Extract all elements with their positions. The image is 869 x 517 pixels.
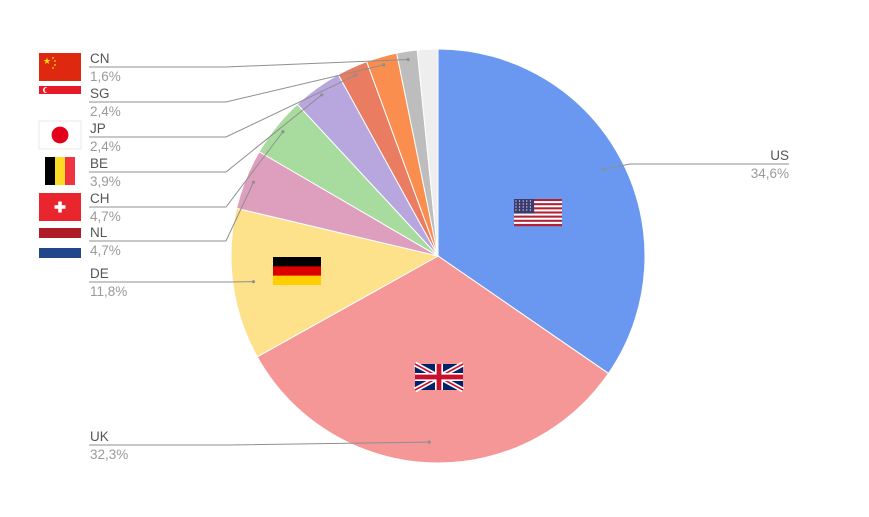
label-nl-name: NL [90, 225, 108, 240]
leader-line-ch [89, 131, 284, 208]
leader-dot-us [601, 167, 605, 171]
label-sg-pct: 2,4% [90, 104, 121, 119]
de-flag-icon [273, 257, 321, 285]
nl-flag-icon [39, 228, 81, 258]
leader-line-uk [89, 441, 430, 446]
label-be-name: BE [90, 156, 108, 171]
leader-line-be [89, 94, 323, 173]
label-cn-pct: 1,6% [90, 69, 121, 84]
leader-dot-uk [427, 440, 431, 444]
label-ch-name: CH [90, 191, 110, 206]
label-be-pct: 3,9% [90, 174, 121, 189]
leader-dot-de [251, 280, 256, 284]
label-cn-name: CN [90, 51, 110, 66]
leader-dot-cn [406, 57, 410, 62]
leader-line-sg [89, 64, 384, 103]
label-jp-pct: 2,4% [90, 139, 121, 154]
uk-flag-icon [413, 361, 465, 393]
label-sg-name: SG [90, 86, 110, 101]
label-us-pct: 34,6% [751, 166, 789, 181]
leader-dot-jp [354, 73, 358, 77]
label-us-name: US [770, 148, 789, 163]
label-uk-pct: 32,3% [90, 447, 128, 462]
label-jp-name: JP [90, 121, 106, 136]
leader-dot-be [320, 93, 324, 97]
leader-dot-nl [251, 180, 256, 184]
leader-line-nl [89, 182, 254, 242]
leader-line-cn [89, 59, 409, 68]
leader-line-jp [89, 74, 356, 138]
leader-dot-ch [281, 130, 285, 134]
pie-slice-de [230, 207, 440, 358]
pie-slice-uk [256, 255, 610, 464]
ch-flag-icon [39, 193, 81, 221]
cn-flag-icon: ★ [39, 53, 81, 81]
label-de-pct: 11,8% [90, 284, 127, 299]
be-flag-icon [45, 157, 75, 185]
label-nl-pct: 4,7% [90, 243, 121, 258]
pie-slice-other [416, 48, 439, 257]
us-flag-icon [514, 199, 562, 227]
leader-line-us [602, 163, 789, 170]
leader-dot-sg [382, 63, 386, 67]
label-de-name: DE [90, 266, 109, 281]
jp-flag-icon [38, 120, 82, 150]
label-ch-pct: 4,7% [90, 209, 121, 224]
sg-flag-icon [39, 86, 81, 102]
svg-text:★: ★ [43, 57, 51, 67]
label-uk-name: UK [90, 429, 109, 444]
